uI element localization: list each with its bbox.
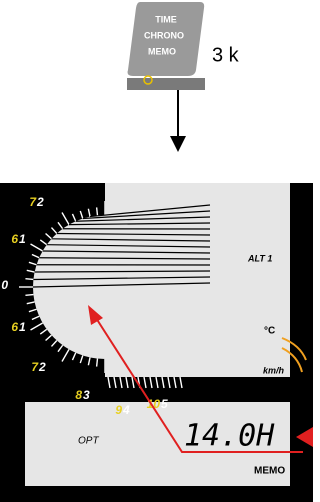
scale-minor: 3 (83, 388, 90, 402)
tick (25, 295, 33, 296)
button-base (127, 78, 205, 90)
scale-minor: 4 (122, 403, 130, 417)
alt-label: ALT 1 (247, 253, 272, 263)
button-line: MEMO (148, 46, 176, 56)
arrow-head (170, 136, 186, 152)
scale-major: 9 (115, 403, 122, 417)
display-value: 14.0H (184, 419, 275, 454)
tick (97, 359, 98, 367)
scale-minor: 2 (38, 360, 46, 374)
button-line: CHRONO (144, 30, 184, 40)
scale-major: 0 (1, 278, 8, 292)
button-line: TIME (155, 14, 177, 24)
scale-minor: 1 (19, 232, 26, 246)
tick (97, 207, 98, 215)
scale-major: 6 (11, 232, 18, 246)
temp-unit: °C (264, 326, 275, 337)
scale-major: 8 (75, 388, 82, 402)
press-label: 3 k (212, 44, 240, 66)
memo-label: MEMO (254, 466, 285, 477)
scale-major: 6 (11, 320, 18, 334)
opt-label: OPT (78, 436, 99, 447)
scale-minor: 2 (36, 195, 44, 209)
scale-minor: 5 (161, 397, 168, 411)
speed-unit: km/h (263, 365, 285, 375)
scale-minor: 1 (19, 320, 26, 334)
tick (25, 279, 33, 280)
